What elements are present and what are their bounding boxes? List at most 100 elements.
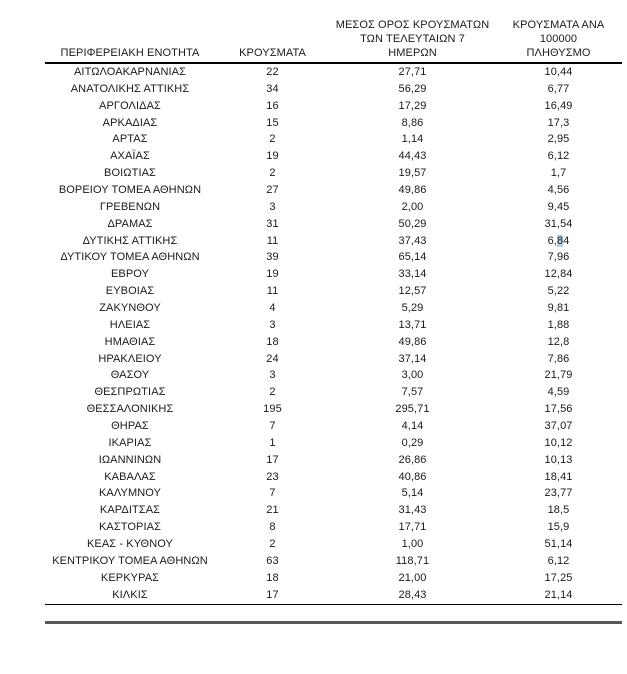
header-avg7-line2: ΤΩΝ ΤΕΛΕΥΤΑΙΩΝ 7 bbox=[360, 33, 465, 45]
table-row: ΓΡΕΒΕΝΩΝ 3 2,00 9,45 bbox=[45, 199, 622, 216]
header-rule bbox=[45, 62, 622, 64]
table-row: ΔΥΤΙΚΗΣ ΑΤΤΙΚΗΣ 11 37,43 6,84 bbox=[45, 233, 622, 250]
cell-region: ΚΑΛΥΜΝΟΥ bbox=[99, 487, 161, 500]
selection-highlight: 8 bbox=[556, 234, 564, 247]
cell-cases: 11 bbox=[266, 234, 279, 247]
cell-region: ΗΜΑΘΙΑΣ bbox=[104, 335, 156, 348]
cell-avg7: 295,71 bbox=[395, 403, 430, 416]
cell-region: ΚΕΝΤΡΙΚΟΥ ΤΟΜΕΑ ΑΘΗΝΩΝ bbox=[52, 554, 208, 567]
cell-cases: 3 bbox=[269, 200, 276, 213]
table-row: ΘΕΣΣΑΛΟΝΙΚΗΣ 195 295,71 17,56 bbox=[45, 401, 622, 418]
cell-region: ΓΡΕΒΕΝΩΝ bbox=[99, 200, 161, 213]
cell-cases: 8 bbox=[269, 521, 276, 534]
cell-per100k: 17,3 bbox=[547, 116, 570, 129]
cell-per100k: 9,45 bbox=[547, 200, 570, 213]
cell-per100k: 10,44 bbox=[544, 66, 573, 78]
cell-region: ΑΡΓΟΛΙΔΑΣ bbox=[99, 99, 161, 112]
cell-avg7: 13,71 bbox=[398, 318, 427, 331]
cell-cases: 24 bbox=[266, 352, 279, 365]
cell-cases: 23 bbox=[266, 470, 279, 483]
cell-avg7: 2,00 bbox=[401, 200, 424, 213]
table-row: ΗΜΑΘΙΑΣ 18 49,86 12,8 bbox=[45, 334, 622, 351]
cell-per100k: 4,59 bbox=[547, 386, 570, 399]
cell-per100k: 6,12 bbox=[547, 150, 570, 163]
cell-region: ΘΑΣΟΥ bbox=[110, 369, 150, 382]
cell-avg7: 4,14 bbox=[401, 420, 424, 433]
cell-region: ΚΙΛΚΙΣ bbox=[112, 588, 148, 601]
table-row: ΑΡΓΟΛΙΔΑΣ 16 17,29 16,49 bbox=[45, 98, 622, 115]
cell-region: ΑΧΑΪΑΣ bbox=[110, 150, 150, 163]
cell-avg7: 5,14 bbox=[401, 487, 424, 500]
cell-per100k: 1,7 bbox=[550, 167, 567, 180]
cell-avg7: 1,00 bbox=[401, 538, 424, 551]
cell-per100k: 21,14 bbox=[544, 588, 573, 601]
table-row: ΚΑΒΑΛΑΣ 23 40,86 18,41 bbox=[45, 469, 622, 486]
cell-region: ΔΥΤΙΚΗΣ ΑΤΤΙΚΗΣ bbox=[82, 234, 178, 247]
cell-cases: 3 bbox=[269, 369, 276, 382]
cell-cases: 17 bbox=[266, 588, 279, 601]
cell-cases: 39 bbox=[266, 251, 279, 264]
cell-per100k: 18,5 bbox=[547, 504, 570, 517]
cell-cases: 21 bbox=[266, 504, 279, 517]
cell-per100k: 16,49 bbox=[544, 99, 573, 112]
cell-region: ΑΝΑΤΟΛΙΚΗΣ ΑΤΤΙΚΗΣ bbox=[70, 82, 190, 95]
cell-avg7: 21,00 bbox=[398, 571, 427, 584]
cell-cases: 7 bbox=[269, 420, 276, 433]
table-row: ΚΑΣΤΟΡΙΑΣ 8 17,71 15,9 bbox=[45, 519, 622, 536]
header-cases-label: ΚΡΟΥΣΜΑΤΑ bbox=[239, 47, 306, 59]
cell-avg7: 5,29 bbox=[401, 302, 424, 315]
cell-avg7: 17,29 bbox=[398, 99, 427, 112]
cell-per100k: 10,13 bbox=[544, 453, 573, 466]
cell-cases: 2 bbox=[269, 133, 276, 146]
cell-region: ΔΡΑΜΑΣ bbox=[107, 217, 153, 230]
cell-region: ΚΑΣΤΟΡΙΑΣ bbox=[99, 521, 161, 534]
header-avg7-line3: ΗΜΕΡΩΝ bbox=[388, 47, 437, 59]
header-cases: ΚΡΟΥΣΜΑΤΑ bbox=[215, 46, 330, 60]
cell-avg7: 12,57 bbox=[398, 285, 427, 298]
cell-cases: 34 bbox=[266, 82, 279, 95]
cell-per100k: 17,56 bbox=[544, 403, 573, 416]
cell-per100k: 2,95 bbox=[547, 133, 570, 146]
table-row: ΗΡΑΚΛΕΙΟΥ 24 37,14 7,86 bbox=[45, 351, 622, 368]
header-avg7-line1: ΜΕΣΟΣ ΟΡΟΣ ΚΡΟΥΣΜΑΤΩΝ bbox=[335, 19, 490, 31]
cell-avg7: 118,71 bbox=[395, 554, 430, 567]
cell-per100k: 6,77 bbox=[547, 82, 570, 95]
table-row: ΑΝΑΤΟΛΙΚΗΣ ΑΤΤΙΚΗΣ 34 56,29 6,77 bbox=[45, 81, 622, 98]
cell-avg7: 17,71 bbox=[398, 521, 427, 534]
header-per100k-line2: ΠΛΗΘΥΣΜΟ bbox=[526, 47, 591, 59]
cell-region: ΘΕΣΠΡΩΤΙΑΣ bbox=[94, 386, 166, 399]
cell-avg7: 3,00 bbox=[401, 369, 424, 382]
table-row: ΑΧΑΪΑΣ 19 44,43 6,12 bbox=[45, 148, 622, 165]
cell-region: ΚΕΑΣ - ΚΥΘΝΟΥ bbox=[87, 538, 173, 551]
table-row: ΑΙΤΩΛΟΑΚΑΡΝΑΝΙΑΣ 22 27,71 10,44 bbox=[45, 64, 622, 81]
cell-cases: 63 bbox=[266, 554, 279, 567]
table-row: ΚΕΑΣ - ΚΥΘΝΟΥ 2 1,00 51,14 bbox=[45, 536, 622, 553]
cell-per100k: 7,96 bbox=[547, 251, 570, 264]
cell-region: ΖΑΚΥΝΘΟΥ bbox=[99, 302, 161, 315]
table-body: ΑΙΤΩΛΟΑΚΑΡΝΑΝΙΑΣ 22 27,71 10,44 ΑΝΑΤΟΛΙΚ… bbox=[45, 64, 622, 604]
cell-per100k: 23,77 bbox=[544, 487, 573, 500]
header-per100k-line1: ΚΡΟΥΣΜΑΤΑ ΑΝΑ 100000 bbox=[512, 19, 605, 45]
cell-region: ΘΕΣΣΑΛΟΝΙΚΗΣ bbox=[86, 403, 174, 416]
cell-per100k: 6,84 bbox=[547, 234, 570, 247]
table-row: ΚΑΛΥΜΝΟΥ 7 5,14 23,77 bbox=[45, 485, 622, 502]
cell-per100k: 12,84 bbox=[544, 268, 573, 281]
table-row: ΚΕΡΚΥΡΑΣ 18 21,00 17,25 bbox=[45, 570, 622, 587]
cell-region: ΙΩΑΝΝΙΝΩΝ bbox=[98, 453, 162, 466]
cell-region: ΒΟΙΩΤΙΑΣ bbox=[104, 167, 156, 180]
cell-avg7: 40,86 bbox=[398, 470, 427, 483]
table-row: ΘΑΣΟΥ 3 3,00 21,79 bbox=[45, 367, 622, 384]
table-bottom-rule bbox=[45, 603, 622, 605]
cell-cases: 3 bbox=[269, 318, 276, 331]
table-row: ΘΗΡΑΣ 7 4,14 37,07 bbox=[45, 418, 622, 435]
table-row: ΑΡΤΑΣ 2 1,14 2,95 bbox=[45, 131, 622, 148]
cell-cases: 27 bbox=[266, 184, 279, 197]
table-row: ΚΙΛΚΙΣ 17 28,43 21,14 bbox=[45, 587, 622, 604]
cell-region: ΚΑΒΑΛΑΣ bbox=[104, 470, 156, 483]
table-row: ΒΟΡΕΙΟΥ ΤΟΜΕΑ ΑΘΗΝΩΝ 27 49,86 4,56 bbox=[45, 182, 622, 199]
cell-per100k: 31,54 bbox=[544, 217, 573, 230]
cell-per100k: 5,22 bbox=[547, 285, 570, 298]
cell-region: ΑΙΤΩΛΟΑΚΑΡΝΑΝΙΑΣ bbox=[74, 66, 186, 78]
cell-avg7: 44,43 bbox=[398, 150, 427, 163]
cell-avg7: 26,86 bbox=[398, 453, 427, 466]
